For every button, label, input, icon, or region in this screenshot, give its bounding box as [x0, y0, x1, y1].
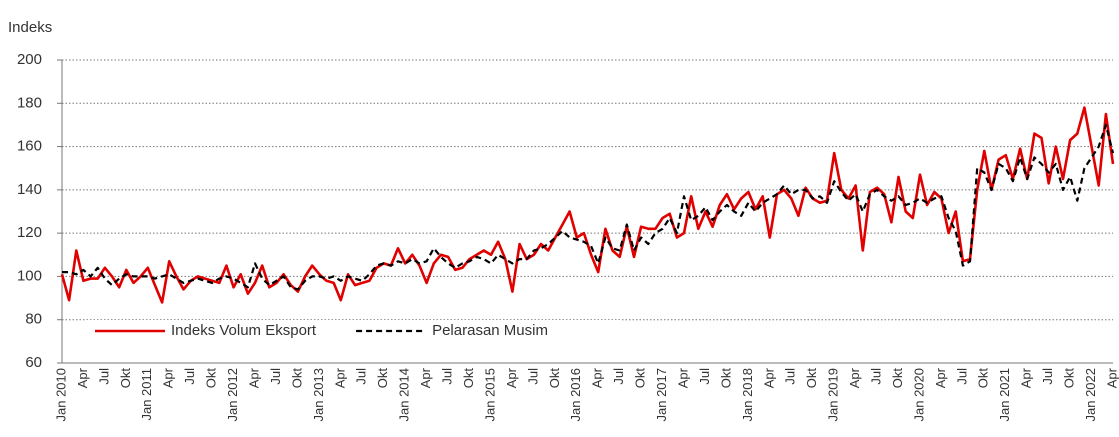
x-tick-label: Jul: [868, 368, 883, 385]
x-tick-label: Jan 2013: [311, 368, 326, 422]
series-line: [62, 123, 1115, 291]
x-tick-label: Jan 2015: [482, 368, 497, 422]
x-tick-label: Okt: [890, 368, 905, 389]
x-tick-label: Jul: [354, 368, 369, 385]
x-tick-label: Okt: [375, 368, 390, 389]
x-tick-label: Okt: [204, 368, 219, 389]
series-line: [60, 106, 1115, 304]
x-tick-label: Okt: [118, 368, 133, 389]
x-tick-label: Jul: [96, 368, 111, 385]
x-tick-label: Jul: [954, 368, 969, 385]
x-tick-label: Okt: [289, 368, 304, 389]
x-tick-label: Jul: [525, 368, 540, 385]
y-tick-label: 160: [17, 138, 42, 155]
y-tick-label: 200: [17, 51, 42, 68]
x-tick-label: Jan 2011: [139, 368, 154, 421]
x-tick-label: Okt: [633, 368, 648, 389]
x-tick-label: Jan 2017: [654, 368, 669, 422]
x-tick-label: Apr: [847, 367, 862, 388]
x-tick-label: Jan 2019: [826, 368, 841, 422]
x-tick-label: Okt: [804, 368, 819, 389]
y-tick-label: 120: [17, 224, 42, 241]
x-tick-label: Jul: [182, 368, 197, 385]
legend-label: Pelarasan Musim: [432, 322, 548, 339]
x-tick-label: Jan 2021: [997, 368, 1012, 422]
x-tick-label: Apr: [675, 367, 690, 388]
y-tick-label: 140: [17, 181, 42, 198]
x-tick-label: Jan 2012: [225, 368, 240, 422]
x-tick-label: Jan 2016: [568, 368, 583, 422]
x-tick-label: Jul: [697, 368, 712, 385]
x-tick-label: Apr: [504, 367, 519, 388]
legend-box: [85, 320, 620, 342]
x-tick-label: Jan 2010: [53, 368, 68, 422]
x-tick-label: Jan 2020: [911, 368, 926, 422]
x-tick-label: Apr: [1019, 367, 1034, 388]
x-tick-label: Apr: [246, 367, 261, 388]
x-tick-label: Jul: [268, 368, 283, 385]
x-tick-label: Apr: [933, 367, 948, 388]
x-tick-label: Jan 2014: [397, 368, 412, 422]
y-tick-label: 100: [17, 267, 42, 284]
x-tick-label: Apr: [418, 367, 433, 388]
y-tick-label: 80: [25, 311, 42, 328]
y-tick-label: 180: [17, 94, 42, 111]
x-tick-label: Okt: [1062, 368, 1077, 389]
x-tick-label: Apr: [332, 367, 347, 388]
x-tick-label: Okt: [976, 368, 991, 389]
x-tick-label: Apr: [761, 367, 776, 388]
x-tick-label: Jul: [783, 368, 798, 385]
y-tick-label: 60: [25, 354, 42, 371]
x-tick-label: Okt: [718, 368, 733, 389]
x-tick-label: Okt: [461, 368, 476, 389]
x-tick-label: Jan 2022: [1083, 368, 1098, 422]
x-tick-label: Jul: [611, 368, 626, 385]
x-tick-label: Jul: [1040, 368, 1055, 385]
x-tick-label: Apr: [1104, 367, 1119, 388]
x-tick-label: Jul: [440, 368, 455, 385]
x-tick-label: Jan 2018: [740, 368, 755, 422]
x-tick-label: Apr: [161, 367, 176, 388]
x-tick-label: Okt: [547, 368, 562, 389]
x-tick-label: Apr: [75, 367, 90, 388]
legend-label: Indeks Volum Eksport: [171, 322, 317, 339]
y-axis-title: Indeks: [8, 19, 52, 36]
x-tick-label: Apr: [590, 367, 605, 388]
